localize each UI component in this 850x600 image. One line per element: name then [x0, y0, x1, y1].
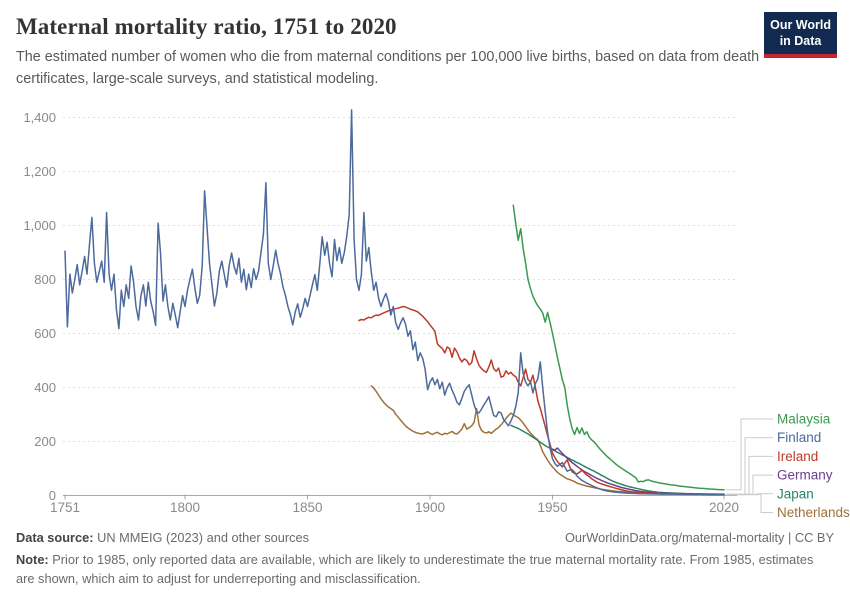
note-text: Prior to 1985, only reported data are av…	[16, 552, 814, 586]
series-line-finland[interactable]	[64, 109, 725, 496]
legend-label-finland[interactable]: Finland	[777, 430, 821, 445]
footer-note: Note: Prior to 1985, only reported data …	[16, 551, 821, 588]
data-source-line: Data source: UN MMEIG (2023) and other s…	[16, 530, 309, 545]
y-tick-label: 200	[34, 434, 56, 449]
x-tick-label: 2020	[709, 500, 739, 515]
y-tick-label: 600	[34, 326, 56, 341]
owid-logo[interactable]: Our World in Data	[764, 12, 837, 59]
y-tick-label: 800	[34, 272, 56, 287]
y-tick-label: 1,400	[23, 110, 56, 125]
y-tick-label: 0	[49, 488, 56, 503]
legend-label-malaysia[interactable]: Malaysia	[777, 412, 831, 427]
x-tick-label: 1950	[537, 500, 567, 515]
owid-logo-line2: in Data	[779, 33, 822, 48]
y-tick-label: 400	[34, 380, 56, 395]
y-tick-label: 1,000	[23, 218, 56, 233]
owid-link[interactable]: OurWorldinData.org/maternal-mortality | …	[564, 530, 834, 545]
owid-logo-line1: Our World	[770, 18, 831, 32]
data-source-value: UN MMEIG (2023) and other sources	[93, 530, 310, 545]
legend-connector-netherlands	[726, 493, 773, 513]
chart-footer: Data source: UN MMEIG (2023) and other s…	[0, 530, 850, 588]
legend-label-ireland[interactable]: Ireland	[777, 449, 818, 464]
legend-connector-malaysia	[726, 418, 773, 491]
x-tick-label: 1800	[170, 500, 200, 515]
x-tick-label: 1850	[293, 500, 323, 515]
x-tick-label: 1900	[415, 500, 445, 515]
note-label: Note:	[16, 552, 49, 567]
series-line-japan[interactable]	[510, 424, 725, 496]
y-tick-label: 1,200	[23, 164, 56, 179]
series-line-ireland[interactable]	[358, 305, 725, 495]
chart-subtitle: The estimated number of women who die fr…	[16, 49, 760, 87]
chart-header: Maternal mortality ratio, 1751 to 2020 T…	[0, 0, 850, 90]
legend-label-japan[interactable]: Japan	[777, 486, 814, 501]
legend-label-netherlands[interactable]: Netherlands	[777, 505, 850, 520]
series-line-netherlands[interactable]	[370, 385, 725, 496]
legend-label-germany[interactable]: Germany	[777, 468, 833, 483]
data-source-label: Data source:	[16, 530, 94, 545]
x-tick-label: 1751	[50, 500, 80, 515]
series-line-malaysia[interactable]	[512, 204, 725, 491]
page-title: Maternal mortality ratio, 1751 to 2020	[16, 14, 397, 39]
